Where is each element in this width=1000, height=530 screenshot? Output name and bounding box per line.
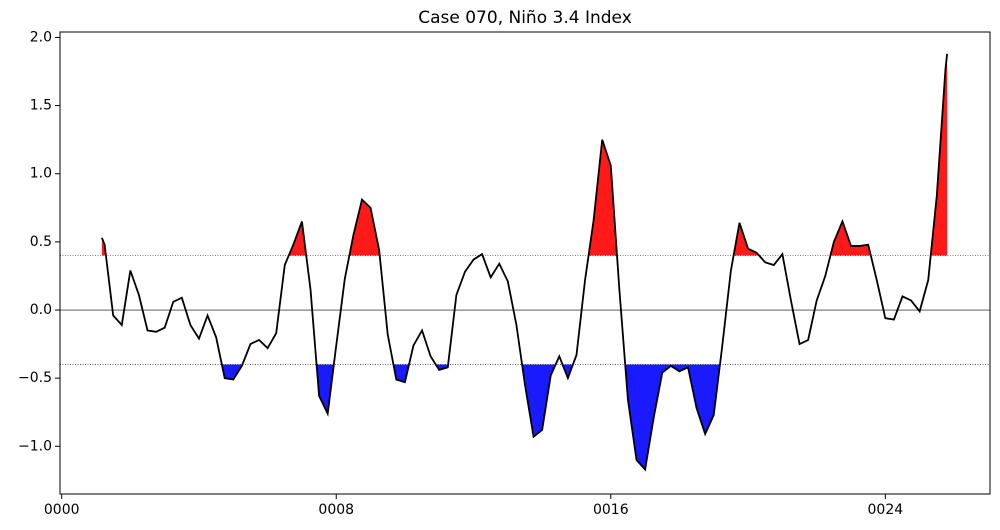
y-tick-label: 1.0 — [30, 166, 52, 182]
x-tick-label: 0008 — [318, 502, 354, 518]
x-tick-label: 0000 — [44, 502, 80, 518]
y-tick-label: −1.0 — [18, 438, 52, 454]
x-tick-label: 0024 — [868, 502, 904, 518]
x-tick-label: 0016 — [593, 502, 629, 518]
plot-frame — [59, 31, 991, 495]
warm-fill — [101, 53, 948, 256]
cold-fill — [101, 364, 948, 470]
index-line — [101, 53, 948, 472]
chart-title: Case 070, Niño 3.4 Index — [418, 8, 632, 28]
y-tick-label: 0.0 — [30, 302, 52, 318]
y-tick-label: 2.0 — [30, 29, 52, 45]
y-tick-label: −0.5 — [18, 370, 52, 386]
y-tick-label: 0.5 — [30, 234, 52, 250]
y-tick-label: 1.5 — [30, 98, 52, 114]
